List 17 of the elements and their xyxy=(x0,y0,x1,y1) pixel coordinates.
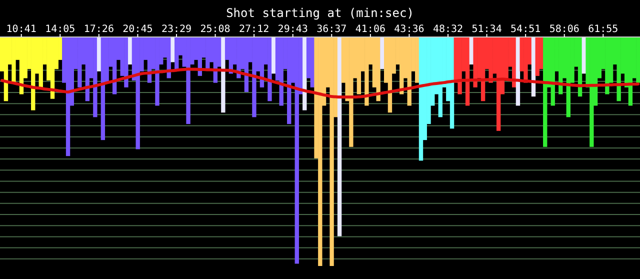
x-tick-label: 17:26 xyxy=(84,24,114,35)
x-tick-label: 41:06 xyxy=(355,24,386,35)
x-tick-label: 14:05 xyxy=(45,24,76,35)
x-tick-label: 29:43 xyxy=(278,24,308,35)
x-axis-title: Shot starting at (min:sec) xyxy=(226,6,414,20)
x-tick-label: 48:32 xyxy=(432,24,464,35)
x-tick-label: 43:36 xyxy=(394,24,424,35)
x-tick-label: 23:29 xyxy=(161,24,192,35)
x-tick-label: 51:34 xyxy=(472,24,502,35)
x-tick-label: 61:55 xyxy=(588,24,618,35)
x-tick-label: 25:08 xyxy=(200,24,230,35)
x-tick-label: 36:37 xyxy=(316,24,347,35)
x-tick-label: 20:45 xyxy=(122,24,153,35)
x-tick-label: 27:12 xyxy=(239,24,270,35)
x-tick-label: 54:51 xyxy=(510,24,541,35)
x-tick-label: 58:06 xyxy=(549,24,580,35)
x-tick-label: 10:41 xyxy=(6,24,36,35)
